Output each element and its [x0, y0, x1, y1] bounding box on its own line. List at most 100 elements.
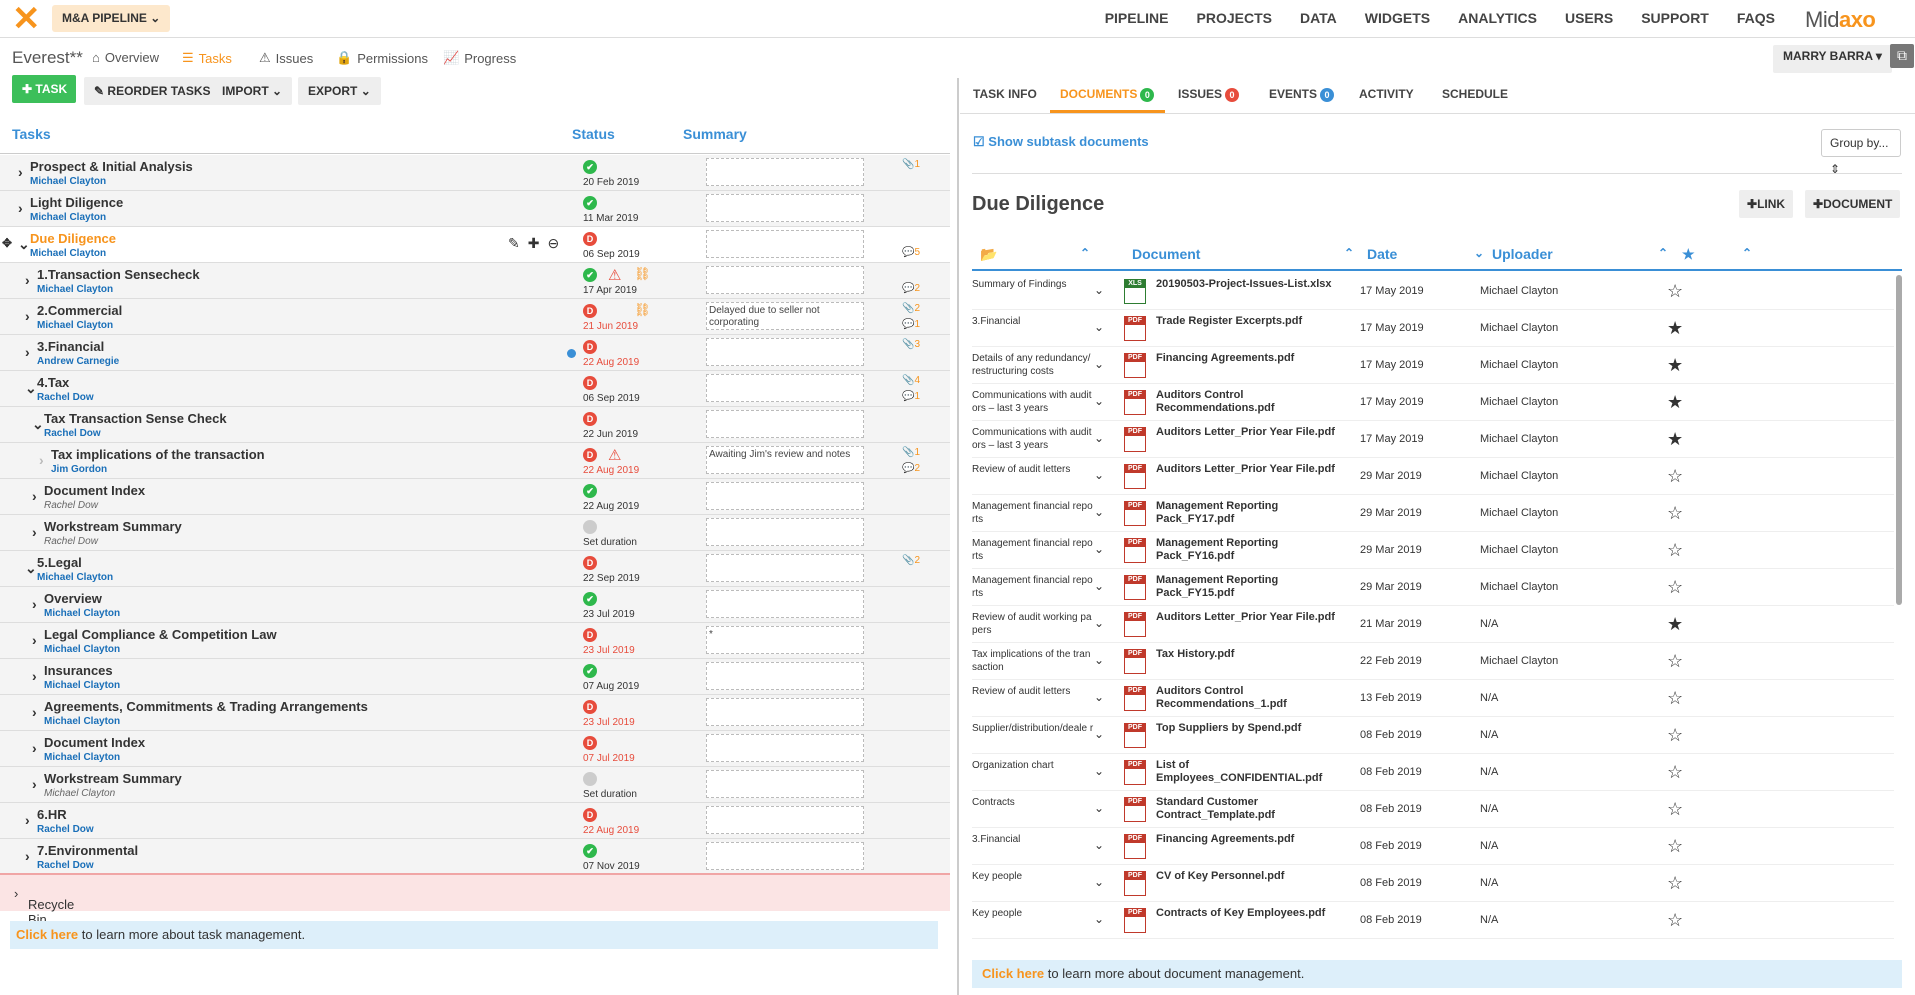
chevron-right-icon[interactable]: › — [32, 704, 37, 720]
document-name[interactable]: Financing Agreements.pdf — [1156, 833, 1295, 845]
document-scrollbar[interactable] — [1896, 275, 1902, 605]
chevron-down-icon[interactable]: ⌄ — [1094, 727, 1105, 741]
chevron-down-icon[interactable]: ⌄ — [25, 560, 37, 576]
comment-count[interactable]: 💬5 — [902, 247, 921, 258]
task-name[interactable]: Workstream Summary — [44, 771, 182, 786]
chevron-down-icon[interactable]: ⌄ — [1094, 690, 1105, 704]
attachment-count[interactable]: 📎1 — [902, 447, 921, 458]
star-empty-icon[interactable]: ☆ — [1667, 873, 1684, 893]
document-name[interactable]: Financing Agreements.pdf — [1156, 352, 1295, 364]
star-empty-icon[interactable]: ☆ — [1667, 503, 1684, 523]
star-empty-icon[interactable]: ☆ — [1667, 540, 1684, 560]
comment-count[interactable]: 💬2 — [902, 463, 921, 474]
task-name[interactable]: Overview — [44, 591, 102, 606]
chevron-right-icon[interactable]: › — [25, 272, 30, 288]
document-name[interactable]: List of Employees_CONFIDENTIAL.pdf — [1156, 759, 1323, 784]
edit-icon[interactable]: ✎ — [508, 235, 520, 251]
task-row[interactable]: › Prospect & Initial Analysis Michael Clay… — [0, 155, 950, 191]
chevron-down-icon[interactable]: ⌄ — [1094, 875, 1105, 889]
document-row[interactable]: Summary of Findings ⌄ XLS 20190503-Project-… — [972, 273, 1894, 310]
document-name[interactable]: Tax History.pdf — [1156, 648, 1235, 660]
chevron-right-icon[interactable]: › — [32, 776, 37, 792]
task-summary-field[interactable] — [706, 158, 864, 186]
sort-up-icon[interactable]: ⌃ — [1344, 246, 1355, 260]
task-name[interactable]: Document Index — [44, 483, 146, 498]
add-task-button[interactable]: ✚ TASK — [12, 75, 76, 103]
task-row[interactable]: › Light Diligence Michael Clayton ✔ 11 Mar 2… — [0, 191, 950, 227]
chevron-right-icon[interactable]: › — [32, 524, 37, 540]
task-row[interactable]: › 2.Commercial Michael Clayton D ⛓ 21 Jun 201… — [0, 299, 950, 335]
star-empty-icon[interactable]: ☆ — [1667, 281, 1684, 301]
document-name[interactable]: Standard Customer Contract_Template.pdf — [1156, 796, 1275, 821]
document-name[interactable]: Trade Register Excerpts.pdf — [1156, 315, 1303, 327]
chevron-down-icon[interactable]: ⌄ — [1094, 394, 1105, 408]
task-summary-field[interactable] — [706, 698, 864, 726]
task-name[interactable]: Tax Transaction Sense Check — [44, 411, 227, 426]
nav-faqs[interactable]: FAQS — [1736, 10, 1775, 26]
chevron-down-icon[interactable]: ⌄ — [1094, 320, 1105, 334]
task-summary-field[interactable] — [706, 230, 864, 258]
document-row[interactable]: Contracts ⌄ PDF Standard Customer Contract_… — [972, 791, 1894, 828]
document-row[interactable]: 3.Financial ⌄ PDF Financing Agreements.pdf 0… — [972, 828, 1894, 865]
sort-up-icon[interactable]: ⌃ — [1658, 246, 1669, 260]
panel-divider[interactable] — [957, 78, 959, 995]
task-summary-field[interactable] — [706, 482, 864, 510]
tab-events[interactable]: EVENTS 0 — [1269, 87, 1335, 102]
document-name[interactable]: Auditors Control Recommendations.pdf — [1156, 389, 1275, 414]
document-name[interactable]: Contracts of Key Employees.pdf — [1156, 907, 1326, 919]
chevron-right-icon[interactable]: › — [32, 668, 37, 684]
star-filled-icon[interactable]: ★ — [1667, 355, 1684, 375]
chevron-down-icon[interactable]: ⌄ — [18, 236, 30, 252]
document-row[interactable]: Details of any redundancy/ restructuring… — [972, 347, 1894, 384]
task-name[interactable]: Insurances — [44, 663, 113, 678]
attachment-count[interactable]: 📎3 — [902, 339, 921, 350]
chevron-down-icon[interactable]: ⌄ — [1094, 283, 1105, 297]
tab-activity[interactable]: ACTIVITY — [1359, 87, 1414, 101]
task-row[interactable]: › 7.Environmental Rachel Dow ✔ 07 Nov 2019 — [0, 839, 950, 875]
task-summary-field[interactable] — [706, 770, 864, 798]
task-row[interactable]: › 1.Transaction Sensecheck Michael Clayton… — [0, 263, 950, 299]
task-summary-field[interactable] — [706, 374, 864, 402]
chevron-right-icon[interactable]: › — [25, 812, 30, 828]
task-summary-field[interactable]: Awaiting Jim's review and notes — [706, 446, 864, 474]
document-name[interactable]: 20190503-Project-Issues-List.xlsx — [1156, 278, 1332, 290]
task-row[interactable]: › Workstream Summary Michael Clayton Set du… — [0, 767, 950, 803]
task-name[interactable]: 7.Environmental — [37, 843, 139, 858]
reorder-tasks-button[interactable]: ✎ REORDER TASKS — [84, 77, 221, 105]
chevron-right-icon[interactable]: › — [25, 344, 30, 360]
chevron-down-icon[interactable]: ⌄ — [1094, 653, 1105, 667]
task-row[interactable]: ⌄ 4.Tax Rachel Dow D 06 Sep 2019 📎4 💬1 — [0, 371, 950, 407]
sort-up-icon[interactable]: ⌃ — [1080, 246, 1091, 260]
document-row[interactable]: Review of audit working pa pers ⌄ PDF Audit… — [972, 606, 1894, 643]
link-button[interactable]: ✚LINK — [1739, 190, 1794, 218]
document-row[interactable]: Key people ⌄ PDF Contracts of Key Employees… — [972, 902, 1894, 939]
tasks-column-header[interactable]: Tasks — [12, 126, 51, 142]
chevron-down-icon[interactable]: ⌄ — [1094, 505, 1105, 519]
task-summary-field[interactable] — [706, 410, 864, 438]
chevron-right-icon[interactable]: › — [32, 740, 37, 756]
document-row[interactable]: Communications with audit ors – last 3 y… — [972, 421, 1894, 458]
task-summary-field[interactable] — [706, 734, 864, 762]
attachment-count[interactable]: 📎2 — [902, 555, 921, 566]
document-name[interactable]: Management Reporting Pack_FY17.pdf — [1156, 500, 1279, 525]
task-name[interactable]: Light Diligence — [30, 195, 124, 210]
nav-projects[interactable]: PROJECTS — [1196, 10, 1272, 26]
summary-column-header[interactable]: Summary — [683, 126, 747, 142]
attachment-count[interactable]: 📎1 — [902, 159, 921, 170]
chevron-right-icon[interactable]: › — [18, 200, 23, 216]
nav-analytics[interactable]: ANALYTICS — [1458, 10, 1537, 26]
document-name[interactable]: Auditors Letter_Prior Year File.pdf — [1156, 463, 1335, 475]
chevron-down-icon[interactable]: ⌄ — [1094, 616, 1105, 630]
attachment-count[interactable]: 📎2 — [902, 303, 921, 314]
recycle-bin[interactable]: › Recycle Bin — [0, 873, 950, 927]
nav-support[interactable]: SUPPORT — [1641, 10, 1709, 26]
date-column-header[interactable]: Date — [1367, 246, 1398, 262]
document-row[interactable]: Management financial repo rts ⌄ PDF Managem… — [972, 569, 1894, 606]
star-column-icon[interactable]: ★ — [1682, 246, 1695, 262]
user-menu[interactable]: MARRY BARRA ▾ — [1773, 45, 1892, 73]
task-summary-field[interactable] — [706, 338, 864, 366]
document-column-header[interactable]: Document — [1132, 246, 1201, 262]
document-row[interactable]: Management financial repo rts ⌄ PDF Managem… — [972, 495, 1894, 532]
tab-issues[interactable]: ⚠ Issues — [259, 50, 314, 66]
uploader-column-header[interactable]: Uploader — [1492, 246, 1553, 262]
